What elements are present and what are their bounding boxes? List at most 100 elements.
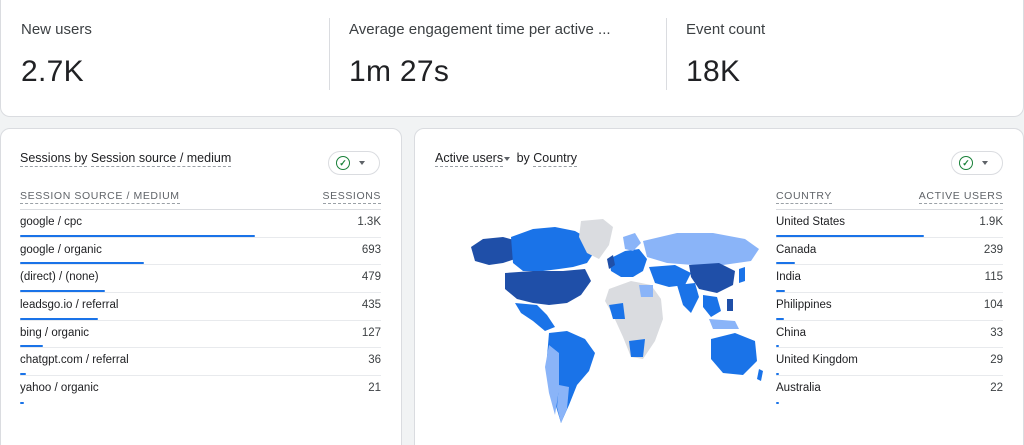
table-row[interactable]: leadsgo.io / referral 435	[20, 293, 381, 321]
row-share-bar	[776, 317, 785, 320]
table-body: United States 1.9K Canada 239 India 115 Philip…	[776, 210, 1003, 404]
row-share-bar	[20, 345, 43, 348]
row-label: Australia	[776, 382, 821, 395]
caret-down-icon[interactable]	[504, 156, 511, 161]
map-region-russia	[643, 233, 759, 265]
row-value: 22	[990, 382, 1003, 395]
dimension-selector[interactable]: Session source / medium	[90, 151, 232, 167]
row-label: United Kingdom	[776, 354, 858, 367]
metric-avg-engagement-time[interactable]: Average engagement time per active ... 1…	[329, 0, 666, 116]
row-label: google / organic	[20, 243, 102, 256]
table-header: COUNTRY ACTIVE USERS	[776, 190, 1003, 210]
country-table: COUNTRY ACTIVE USERS United States 1.9K Ca…	[776, 190, 1003, 404]
table-row[interactable]: google / cpc 1.3K	[20, 210, 381, 238]
map-region-west-africa	[609, 303, 625, 319]
row-label: bing / organic	[20, 326, 90, 339]
check-circle-icon: ✓	[959, 156, 973, 170]
row-share-bar	[776, 234, 924, 237]
map-region-canada	[511, 227, 595, 271]
row-share-bar	[776, 401, 779, 404]
column-header-source[interactable]: SESSION SOURCE / MEDIUM	[20, 190, 180, 204]
row-share-bar	[20, 234, 255, 237]
row-value: 36	[368, 354, 381, 367]
row-value: 479	[361, 271, 381, 284]
map-region-central-asia	[649, 265, 691, 287]
table-row[interactable]: bing / organic 127	[20, 321, 381, 349]
row-value: 33	[990, 326, 1003, 339]
row-value: 435	[361, 299, 381, 312]
row-value: 693	[361, 243, 381, 256]
metric-label: Event count	[686, 21, 766, 38]
row-label: google / cpc	[20, 216, 83, 228]
table-row[interactable]: China 33	[776, 321, 1003, 349]
map-region-mexico	[515, 303, 555, 331]
map-region-africa	[605, 281, 663, 359]
row-label: chatgpt.com / referral	[20, 354, 129, 367]
compare-menu-button[interactable]: ✓	[328, 151, 380, 175]
map-region-indonesia	[709, 319, 739, 329]
table-row[interactable]: India 115	[776, 265, 1003, 294]
row-label: yahoo / organic	[20, 382, 99, 395]
row-share-bar	[20, 317, 98, 320]
column-header-country[interactable]: COUNTRY	[776, 190, 832, 204]
column-header-sessions[interactable]: SESSIONS	[322, 190, 381, 204]
row-share-bar	[20, 401, 25, 404]
metric-new-users[interactable]: New users 2.7K	[1, 0, 329, 116]
card-title: Active users by Country	[435, 151, 578, 167]
row-value: 1.3K	[357, 216, 381, 228]
dimension-selector[interactable]: Country	[533, 151, 578, 167]
row-value: 29	[990, 354, 1003, 367]
row-label: India	[776, 271, 801, 284]
metrics-strip: New users 2.7K Average engagement time p…	[0, 0, 1024, 117]
map-region-south-africa	[629, 339, 645, 357]
row-label: (direct) / (none)	[20, 271, 99, 284]
country-card: Active users by Country ✓	[414, 128, 1024, 445]
table-row[interactable]: United Kingdom 29	[776, 348, 1003, 377]
compare-menu-button[interactable]: ✓	[951, 151, 1003, 175]
map-region-south-america-west	[545, 345, 559, 415]
map-region-philippines	[727, 299, 733, 311]
metric-selector[interactable]: Active users	[435, 151, 504, 167]
table-row[interactable]: Canada 239	[776, 238, 1003, 266]
row-value: 239	[983, 243, 1003, 256]
card-title: Sessions by Session source / medium	[20, 151, 232, 167]
world-map[interactable]	[463, 219, 763, 429]
map-region-scandinavia	[623, 233, 641, 251]
row-label: Canada	[776, 243, 817, 256]
metric-label: Average engagement time per active ...	[349, 21, 611, 38]
table-body: google / cpc 1.3K google / organic 693 (dire…	[20, 210, 381, 404]
table-row[interactable]: United States 1.9K	[776, 210, 1003, 238]
row-share-bar	[776, 345, 779, 348]
table-row[interactable]: yahoo / organic 21	[20, 376, 381, 404]
table-row[interactable]: (direct) / (none) 479	[20, 265, 381, 294]
by-label: by	[516, 151, 530, 165]
row-share-bar	[20, 262, 144, 265]
sessions-card: Sessions by Session source / medium ✓ SE…	[0, 128, 402, 445]
metric-value: 2.7K	[21, 55, 84, 88]
table-row[interactable]: chatgpt.com / referral 36	[20, 348, 381, 377]
row-share-bar	[20, 290, 106, 293]
metric-selector[interactable]: Sessions by	[20, 151, 88, 167]
map-region-europe	[609, 249, 647, 277]
map-region-greenland	[579, 219, 613, 259]
row-label: United States	[776, 216, 846, 228]
map-region-southeast-asia	[703, 295, 721, 317]
table-row[interactable]: Philippines 104	[776, 293, 1003, 321]
column-header-active-users[interactable]: ACTIVE USERS	[918, 190, 1003, 204]
map-region-egypt	[639, 285, 653, 297]
metric-value: 1m 27s	[349, 55, 450, 88]
table-row[interactable]: Australia 22	[776, 376, 1003, 404]
metric-event-count[interactable]: Event count 18K	[666, 0, 1023, 116]
caret-down-icon	[982, 161, 988, 165]
sessions-table: SESSION SOURCE / MEDIUM SESSIONS google …	[20, 190, 381, 404]
row-value: 1.9K	[979, 216, 1003, 228]
table-row[interactable]: google / organic 693	[20, 238, 381, 266]
table-header: SESSION SOURCE / MEDIUM SESSIONS	[20, 190, 381, 210]
map-region-china	[689, 263, 735, 293]
map-region-alaska	[471, 237, 518, 265]
row-value: 127	[361, 326, 381, 339]
metric-value: 18K	[686, 55, 741, 88]
row-share-bar	[20, 373, 27, 376]
map-region-usa	[505, 269, 591, 305]
map-region-japan	[739, 267, 745, 283]
